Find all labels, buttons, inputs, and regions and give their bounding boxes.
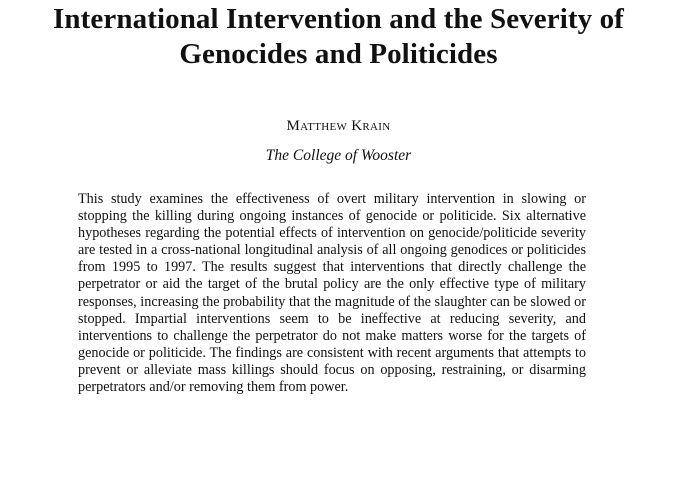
author-affiliation: The College of Wooster (265, 147, 412, 164)
paper-title: International Intervention and the Sever… (53, 3, 624, 70)
author-name: Matthew Krain (286, 118, 391, 134)
abstract-text: This study examines the effectiveness of… (78, 191, 586, 396)
